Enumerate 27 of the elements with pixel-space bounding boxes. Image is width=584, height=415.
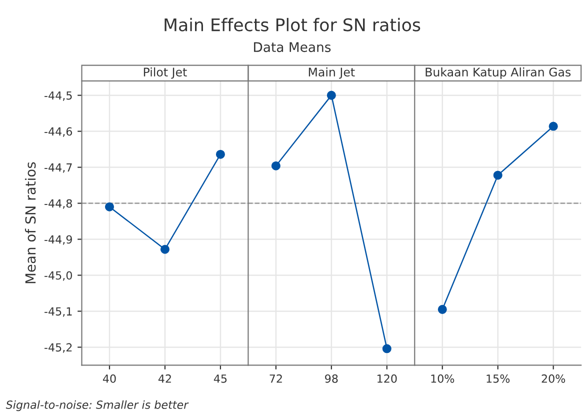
text: Data Means [254, 42, 331, 52]
x-tick-label: 72 [270, 374, 282, 383]
y-tick-label: -44,6 [44, 127, 72, 137]
x-tick-label: 120 [378, 374, 397, 383]
point [160, 244, 170, 254]
x-tick-label: 42 [158, 374, 171, 383]
x-tick-label: 15% [486, 374, 510, 383]
x-tick-label: 10% [431, 374, 454, 383]
x-tick-label: 98 [325, 374, 338, 383]
y-tick-label: -44,8 [44, 199, 72, 209]
point [104, 202, 114, 212]
point [216, 150, 225, 159]
y-tick-label: -45,0 [44, 271, 72, 281]
chart-title: Bukaan Katup Aliran Gas [426, 67, 571, 79]
y-axis-title: Mean of SN ratios [24, 162, 36, 284]
y-tick-label: -44,9 [44, 235, 72, 245]
chart-title: Pilot Jet [144, 67, 187, 79]
x-tick-label: 40 [102, 374, 116, 383]
y-tick-label: -45,1 [44, 307, 72, 317]
text: Signal-to-noise: Smaller is better [6, 400, 189, 412]
chart-title: Main Jet [308, 67, 355, 79]
x-tick-label: 45 [214, 374, 227, 383]
x-tick-label: 20% [542, 374, 566, 383]
text: Main Effects Plot for SN ratios [164, 18, 420, 32]
y-tick-label: -44,7 [44, 163, 72, 173]
y-tick-label: -44,5 [44, 91, 72, 101]
y-tick-label: -45,2 [44, 343, 72, 353]
